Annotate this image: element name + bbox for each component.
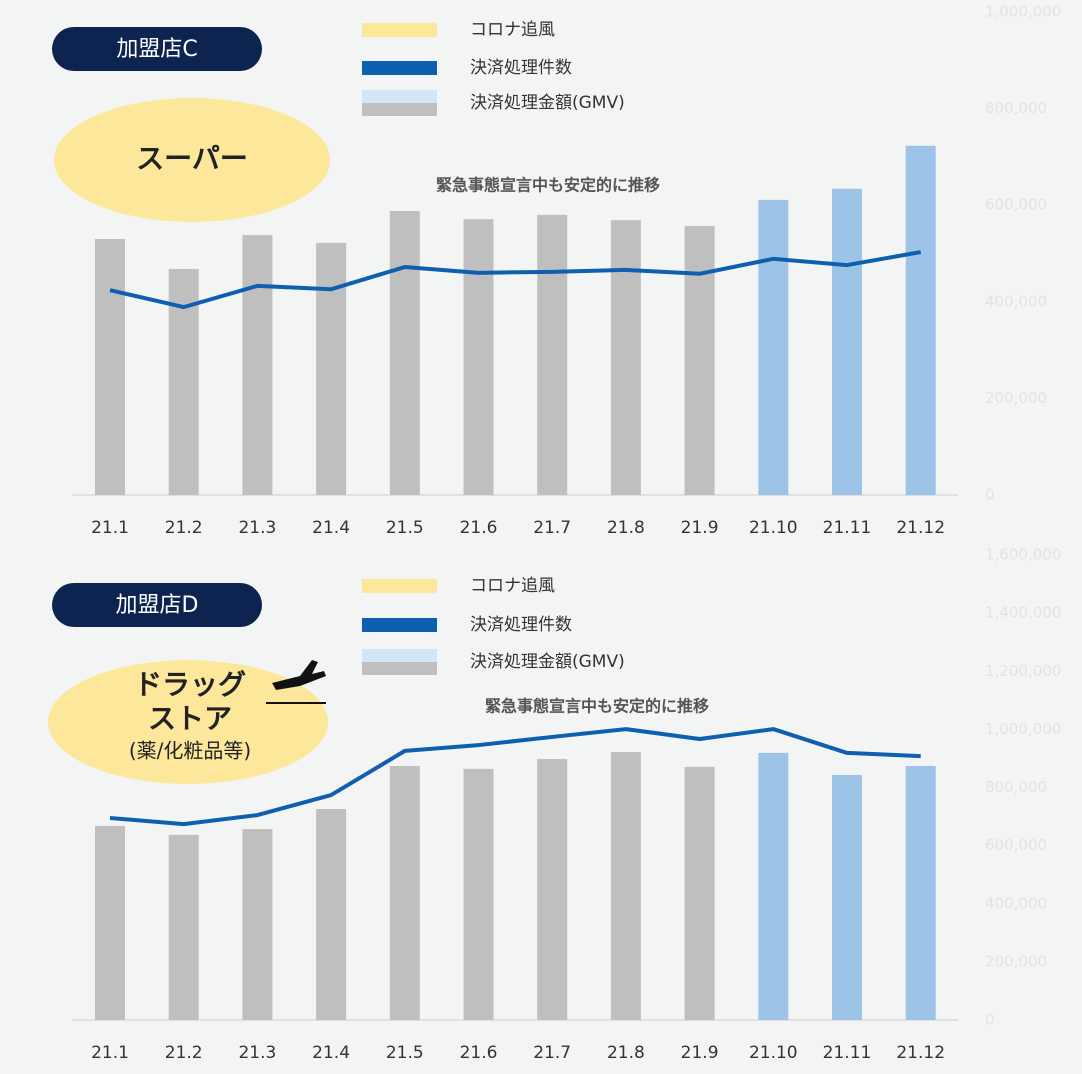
y-tick-label: 1,600,000 <box>985 546 1061 564</box>
bar <box>463 768 494 1020</box>
bar <box>389 210 420 495</box>
x-tick-label: 21.12 <box>896 518 945 538</box>
line <box>109 727 921 827</box>
x-tick-label: 21.6 <box>460 518 498 538</box>
legend-label: コロナ追風 <box>470 20 555 40</box>
annotation: 緊急事態宣言中も安定的に推移 <box>485 697 709 716</box>
bar <box>684 225 715 495</box>
legend-swatch <box>362 61 437 75</box>
x-tick-label: 21.1 <box>91 1043 129 1063</box>
bar <box>905 145 936 495</box>
y-tick-label: 0 <box>985 1011 995 1029</box>
legend-label: コロナ追風 <box>470 576 555 596</box>
bar <box>610 752 641 1020</box>
x-tick-label: 21.9 <box>681 1043 719 1063</box>
line <box>109 250 922 310</box>
bar <box>537 759 568 1020</box>
x-tick-label: 21.1 <box>91 518 129 538</box>
legend-label: 決済処理件数 <box>470 615 572 635</box>
badge <box>52 583 262 627</box>
segment-label: ストア <box>148 702 232 735</box>
segment-label: (薬/化粧品等) <box>129 739 251 763</box>
legend-swatch <box>362 90 437 103</box>
y-tick-label: 1,000,000 <box>985 3 1061 21</box>
x-tick-label: 21.4 <box>312 1043 350 1063</box>
plane-icon <box>266 660 326 704</box>
segment-label: ドラッグ <box>134 668 246 701</box>
legend-swatch <box>362 662 437 675</box>
x-tick-label: 21.7 <box>533 1043 571 1063</box>
bar <box>463 219 494 495</box>
y-tick-label: 1,000,000 <box>985 720 1061 738</box>
x-tick-label: 21.9 <box>681 518 719 538</box>
x-tick-label: 21.11 <box>823 1043 872 1063</box>
bar <box>316 242 347 495</box>
x-tick-label: 21.2 <box>165 1043 203 1063</box>
legend-label: 決済処理件数 <box>470 58 572 78</box>
annotation: 緊急事態宣言中も安定的に推移 <box>436 176 660 195</box>
bar <box>684 766 715 1020</box>
y-tick-label: 800,000 <box>985 99 1047 117</box>
bar <box>316 809 347 1020</box>
badge-text: 加盟店C <box>116 37 197 62</box>
bar <box>758 752 789 1020</box>
x-tick-label: 21.5 <box>386 1043 424 1063</box>
x-tick-label: 21.11 <box>823 518 872 538</box>
bar <box>242 235 273 495</box>
y-tick-label: 0 <box>985 486 995 504</box>
x-tick-label: 21.3 <box>238 1043 276 1063</box>
bar <box>95 825 125 1020</box>
y-tick-label: 1,400,000 <box>985 604 1061 622</box>
x-tick-label: 21.6 <box>460 1043 498 1063</box>
bar <box>168 834 199 1020</box>
x-tick-label: 21.4 <box>312 518 350 538</box>
y-tick-label: 200,000 <box>985 389 1047 407</box>
x-tick-label: 21.5 <box>386 518 424 538</box>
bar <box>832 188 862 495</box>
badge-text: 加盟店D <box>116 593 199 618</box>
y-tick-label: 400,000 <box>985 292 1047 310</box>
bar <box>905 765 936 1020</box>
legend-swatch <box>362 103 437 116</box>
segment-label: スーパー <box>136 142 248 175</box>
segment-ellipse <box>54 98 330 222</box>
segment-ellipse <box>48 660 328 784</box>
legend-swatch <box>362 618 437 632</box>
x-tick-label: 21.10 <box>749 1043 798 1063</box>
bar <box>242 829 273 1020</box>
y-tick-label: 600,000 <box>985 836 1047 854</box>
y-tick-label: 600,000 <box>985 196 1047 214</box>
x-tick-label: 21.2 <box>165 518 203 538</box>
x-tick-label: 21.8 <box>607 518 645 538</box>
y-tick-label: 800,000 <box>985 778 1047 796</box>
y-tick-label: 200,000 <box>985 952 1047 970</box>
y-tick-label: 1,200,000 <box>985 662 1061 680</box>
x-tick-label: 21.8 <box>607 1043 645 1063</box>
badge <box>52 27 262 71</box>
y-tick-label: 400,000 <box>985 894 1047 912</box>
x-tick-label: 21.12 <box>896 1043 945 1063</box>
bar <box>537 214 568 496</box>
bar <box>758 199 789 495</box>
legend-swatch <box>362 649 437 662</box>
bar <box>389 765 420 1020</box>
x-tick-label: 21.10 <box>749 518 798 538</box>
bar <box>610 220 641 495</box>
bar <box>832 775 862 1020</box>
x-tick-label: 21.7 <box>533 518 571 538</box>
x-tick-label: 21.3 <box>238 518 276 538</box>
legend-swatch <box>362 579 437 593</box>
bar <box>95 239 125 495</box>
legend-label: 決済処理金額(GMV) <box>470 652 625 672</box>
legend-swatch <box>362 23 437 37</box>
legend-label: 決済処理金額(GMV) <box>470 93 625 113</box>
